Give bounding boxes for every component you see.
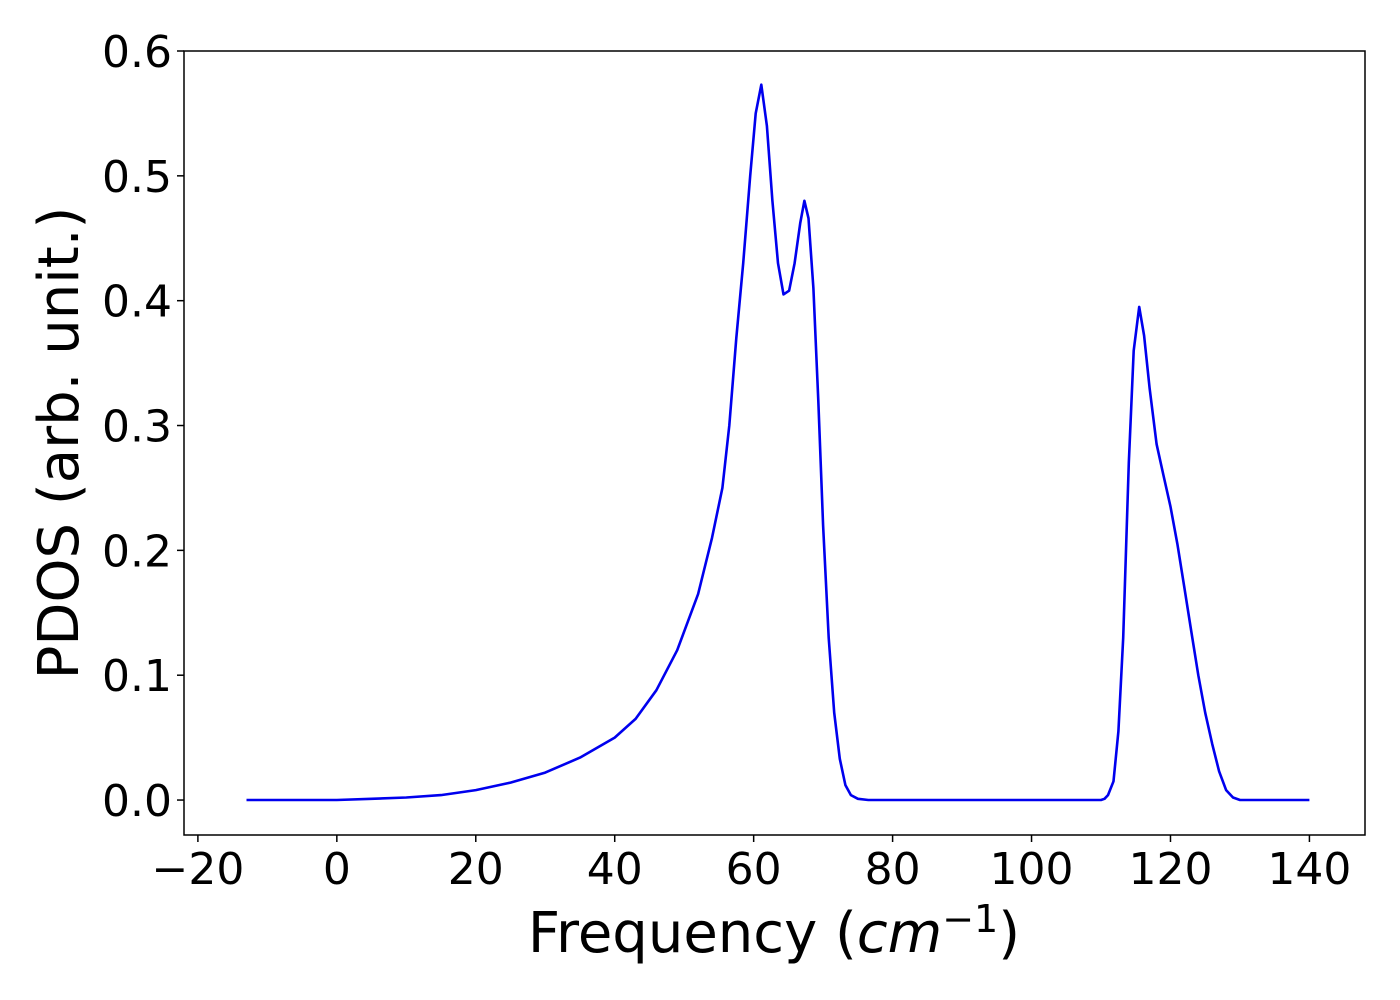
x-tick-label: 40	[587, 844, 643, 895]
plot-frame	[183, 50, 1366, 836]
x-tick-label: 100	[990, 844, 1074, 895]
x-tick-label: 120	[1128, 844, 1212, 895]
x-tick-label: 140	[1267, 844, 1351, 895]
x-tick-label: 0	[323, 844, 351, 895]
x-tick-label: 60	[726, 844, 782, 895]
x-axis-label: Frequency (cm−1)	[528, 897, 1020, 966]
x-tick-label: −20	[151, 844, 244, 895]
y-axis-label: PDOS (arb. unit.)	[27, 207, 92, 680]
y-tick-label: 0.3	[102, 402, 172, 453]
y-tick-label: 0.6	[102, 27, 172, 78]
x-axis-ticks: −20 0 20 40 60 80 100 120 140	[151, 835, 1351, 895]
y-tick-label: 0.5	[102, 152, 172, 203]
pdos-series-line	[246, 83, 1310, 802]
x-tick-label: 20	[448, 844, 504, 895]
y-tick-label: 0.4	[102, 277, 172, 328]
y-axis-ticks: 0.0 0.1 0.2 0.3 0.4 0.5 0.6	[102, 27, 184, 827]
y-tick-label: 0.2	[102, 526, 172, 577]
y-tick-label: 0.1	[102, 651, 172, 702]
x-tick-label: 80	[865, 844, 921, 895]
y-tick-label: 0.0	[102, 776, 172, 827]
